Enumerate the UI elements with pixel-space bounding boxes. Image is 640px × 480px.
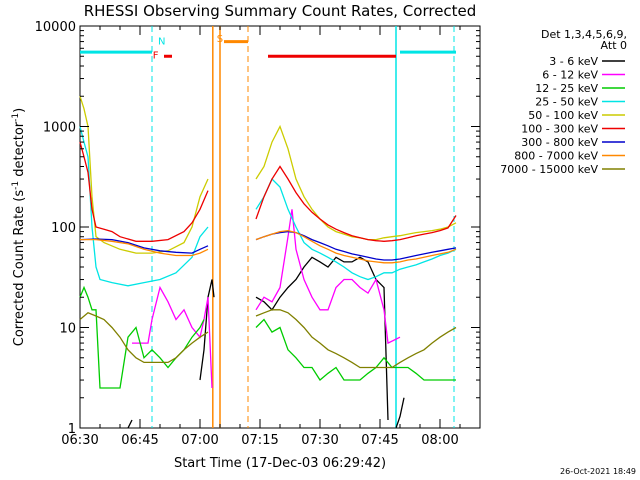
series-line-4 bbox=[79, 126, 209, 287]
series-line-9 bbox=[255, 309, 457, 369]
series-line-8 bbox=[255, 229, 457, 264]
legend-label: 12 - 25 keV bbox=[535, 82, 598, 95]
series-line-1 bbox=[255, 256, 389, 421]
legend-label: 25 - 50 keV bbox=[535, 96, 598, 109]
series-line-1 bbox=[127, 419, 133, 429]
legend-label: 6 - 12 keV bbox=[542, 69, 598, 82]
series-line-1 bbox=[395, 397, 405, 429]
series-line-3 bbox=[79, 285, 205, 389]
x-tick-label: 07:15 bbox=[241, 433, 278, 448]
y-label-end: ) bbox=[12, 108, 27, 113]
legend-label: 7000 - 15000 keV bbox=[500, 163, 598, 176]
legend-label: 800 - 7000 keV bbox=[514, 150, 598, 163]
y-tick-label: 10 bbox=[59, 322, 76, 337]
y-label-sup2: -1 bbox=[11, 113, 21, 122]
series-layer bbox=[79, 96, 457, 429]
y-axis-label: Corrected Count Rate (s-1 detector-1) bbox=[11, 108, 27, 346]
x-tick-label: 06:45 bbox=[121, 433, 158, 448]
markers-layer: NF S bbox=[80, 26, 456, 428]
chart-title: RHESSI Observing Summary Count Rates, Co… bbox=[84, 2, 477, 20]
series-line-4 bbox=[255, 177, 457, 281]
legend-label: 50 - 100 keV bbox=[528, 109, 598, 122]
series-line-7 bbox=[255, 230, 457, 261]
x-tick-label: 07:00 bbox=[181, 433, 218, 448]
y-label-main: Corrected Count Rate (s bbox=[12, 190, 27, 347]
axes-layer: 06:30 06:45 07:00 07:15 07:30 07:45 08:00 1 10 10… bbox=[35, 20, 481, 448]
plot-frame bbox=[79, 25, 481, 429]
legend-header: Att 0 bbox=[601, 39, 627, 52]
x-axis-label: Start Time (17-Dec-03 06:29:42) bbox=[174, 456, 386, 471]
x-tick-label: 07:45 bbox=[361, 433, 398, 448]
flag-label: F bbox=[153, 51, 159, 62]
y-tick-label: 1 bbox=[68, 422, 76, 437]
series-line-6 bbox=[79, 141, 209, 242]
series-line-8 bbox=[80, 238, 209, 257]
legend-label: 300 - 800 keV bbox=[521, 136, 598, 149]
y-tick-label: 10000 bbox=[35, 20, 76, 35]
y-label-mid: detector bbox=[12, 121, 27, 181]
series-line-2 bbox=[132, 285, 213, 389]
x-tick-label: 07:30 bbox=[301, 433, 338, 448]
legend-label: 100 - 300 keV bbox=[521, 123, 598, 136]
flag-label: S bbox=[217, 34, 223, 45]
series-line-7 bbox=[79, 238, 209, 254]
legend-label: 3 - 6 keV bbox=[549, 55, 598, 68]
y-tick-label: 1000 bbox=[43, 121, 76, 136]
x-tick-label: 06:30 bbox=[61, 433, 98, 448]
series-line-5 bbox=[79, 96, 209, 254]
series-line-5 bbox=[255, 124, 457, 241]
series-line-2 bbox=[255, 209, 401, 345]
series-line-9 bbox=[79, 312, 209, 364]
legend-header: Det 1,3,4,5,6,9, bbox=[541, 28, 627, 41]
flag-label: N bbox=[158, 36, 165, 47]
series-line-6 bbox=[255, 165, 457, 242]
y-tick-label: 100 bbox=[51, 221, 76, 236]
x-tick-label: 08:00 bbox=[421, 433, 458, 448]
y-label-sup1: -1 bbox=[11, 181, 21, 190]
series-line-3 bbox=[255, 318, 456, 381]
footer-timestamp: 26-Oct-2021 18:49 bbox=[560, 467, 636, 476]
